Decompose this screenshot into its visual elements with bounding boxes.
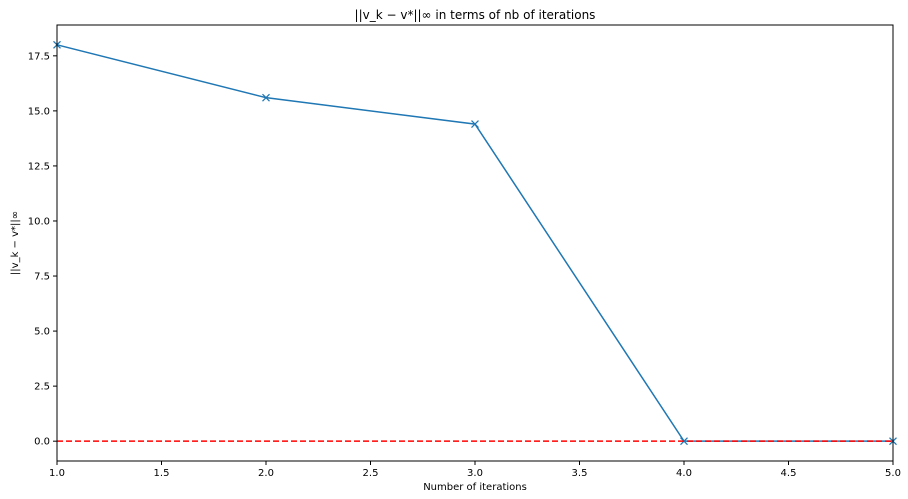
y-tick-label: 7.5 <box>34 272 50 283</box>
y-tick-label: 10.0 <box>28 216 50 227</box>
y-ticks: 0.0 2.5 5.0 7.5 10.0 12.5 15.0 17.5 <box>28 51 57 448</box>
x-tick-label: 4.0 <box>676 468 692 479</box>
y-tick-label: 17.5 <box>28 51 50 62</box>
marker-stroke <box>262 93 270 102</box>
x-tick-label: 2.0 <box>258 468 274 479</box>
data-point-marker <box>680 437 688 446</box>
y-tick-label: 2.5 <box>34 382 50 393</box>
y-tick-label: 5.0 <box>34 327 50 338</box>
x-tick-label: 3.5 <box>572 468 588 479</box>
plot-background <box>57 25 893 461</box>
marker-stroke <box>471 120 479 129</box>
y-tick-label: 12.5 <box>28 161 50 172</box>
data-point-marker <box>471 120 479 129</box>
y-axis-title: ||v_k − v*||∞ <box>10 211 21 275</box>
x-tick-label: 5.0 <box>885 468 901 479</box>
y-tick-label: 15.0 <box>28 106 50 117</box>
marker-stroke <box>680 437 688 446</box>
series-layer <box>53 40 897 446</box>
x-tick-label: 2.5 <box>363 468 379 479</box>
chart-title: ||v_k − v*||∞ in terms of nb of iteratio… <box>355 8 596 22</box>
y-tick-label: 0.0 <box>34 437 50 448</box>
x-tick-label: 3.0 <box>467 468 483 479</box>
x-axis-title: Number of iterations <box>423 482 527 493</box>
x-tick-label: 1.0 <box>49 468 65 479</box>
data-point-marker <box>262 93 270 102</box>
x-tick-label: 4.5 <box>781 468 797 479</box>
x-ticks: 1.0 1.5 2.0 2.5 3.0 3.5 4.0 4.5 5.0 <box>49 461 901 479</box>
x-tick-label: 1.5 <box>154 468 170 479</box>
